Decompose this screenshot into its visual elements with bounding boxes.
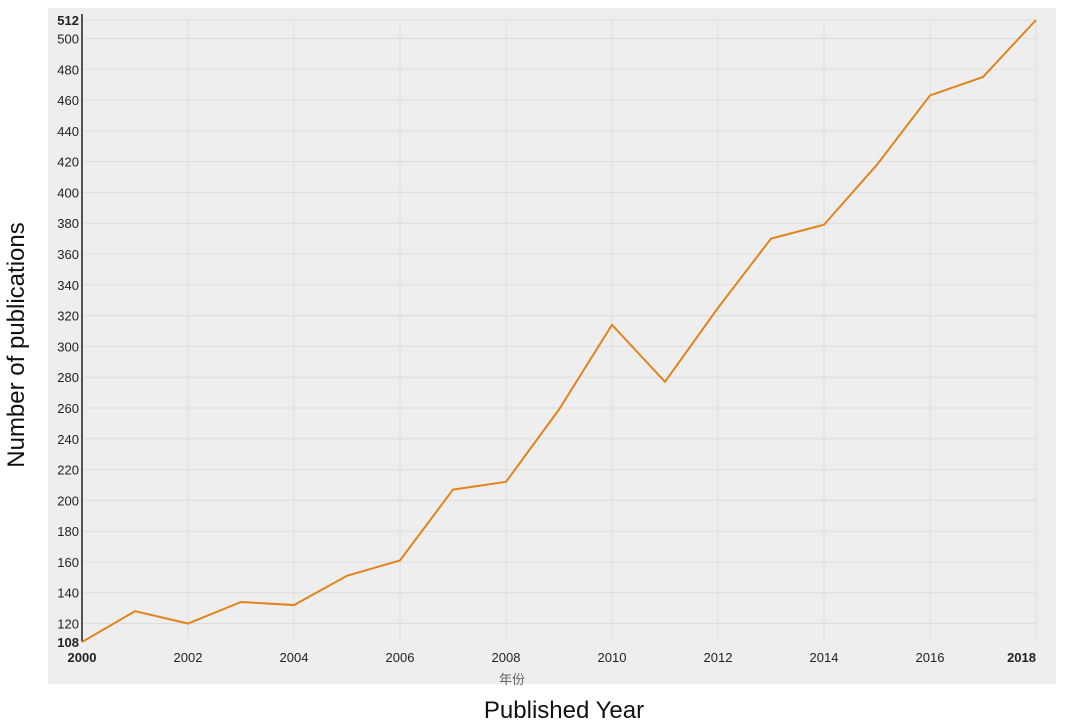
data-point [875,162,880,167]
x-axis-ticks: 2000 2002 2004 2006 2008 2010 2012 2014 2016 2018 [68,650,1036,665]
data-point [345,573,350,578]
data-point [557,407,562,412]
data-point [822,222,827,227]
y-tick-label: 300 [57,339,79,354]
x-tick-label: 2006 [386,650,415,665]
series-layer [80,18,1039,645]
y-tick-label: 200 [57,493,79,508]
y-tick-label: 140 [57,586,79,601]
x-tick-label: 2014 [810,650,839,665]
x-axis-sublabel: 年份 [499,672,525,687]
y-tick-label: 340 [57,278,79,293]
y-tick-label: 460 [57,93,79,108]
data-point [928,93,933,98]
y-tick-label: 120 [57,617,79,632]
data-point [239,599,244,604]
data-point [133,609,138,614]
x-tick-label: 2004 [280,650,309,665]
data-point [186,621,191,626]
x-tick-label: 2002 [174,650,203,665]
series-line [81,19,1037,643]
data-point [1034,18,1039,23]
y-tick-label: 480 [57,62,79,77]
data-point [663,379,668,384]
data-point [398,558,403,563]
y-tick-label: 160 [57,555,79,570]
x-axis-title: Published Year [484,697,644,724]
y-tick-label: 420 [57,155,79,170]
x-tick-label: 2012 [704,650,733,665]
y-tick-label: 108 [57,635,79,650]
x-tick-label: 2018 [1007,650,1036,665]
y-axis-title: Number of publications [3,222,30,467]
y-tick-label: 240 [57,432,79,447]
data-point [451,487,456,492]
data-point [292,603,297,608]
y-tick-label: 440 [57,124,79,139]
data-point [610,322,615,327]
y-tick-label: 180 [57,524,79,539]
y-tick-label: 512 [57,13,79,28]
data-point [716,305,721,310]
x-tick-label: 2008 [492,650,521,665]
y-tick-label: 500 [57,31,79,46]
y-tick-label: 260 [57,401,79,416]
y-tick-label: 400 [57,185,79,200]
y-tick-label: 360 [57,247,79,262]
data-point [80,640,85,645]
y-axis-ticks: 108 120 140 160 180 200 220 240 260 280 300 320 340 3… [57,13,79,650]
y-tick-label: 320 [57,309,79,324]
x-tick-label: 2000 [68,650,97,665]
x-tick-label: 2010 [598,650,627,665]
y-tick-label: 280 [57,370,79,385]
y-tick-label: 380 [57,216,79,231]
data-point [981,74,986,79]
data-point [504,479,509,484]
data-point [769,236,774,241]
y-tick-label: 220 [57,463,79,478]
x-tick-label: 2016 [916,650,945,665]
